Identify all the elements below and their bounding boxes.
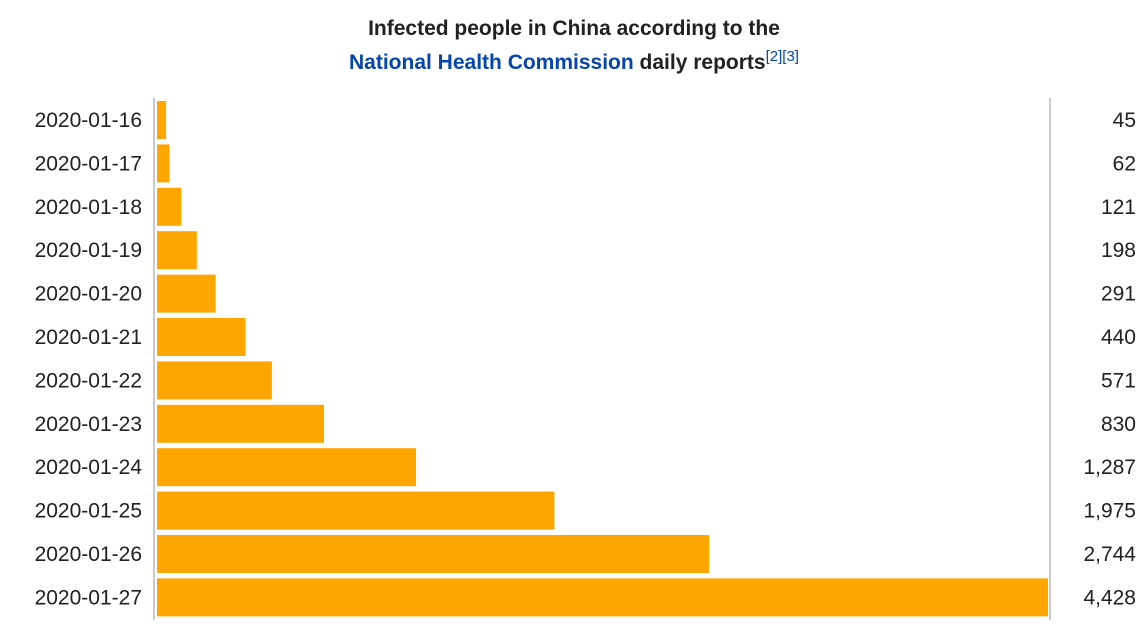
category-label: 2020-01-25 (35, 500, 142, 523)
value-label: 62 (1113, 152, 1136, 175)
reference-3-link[interactable]: [3] (782, 48, 799, 65)
bar-2020-01-16 (157, 101, 167, 139)
chart-title: Infected people in China according to th… (0, 12, 1148, 80)
bar-2020-01-25 (157, 491, 555, 530)
bar-2020-01-21 (157, 318, 246, 356)
category-label: 2020-01-27 (35, 586, 142, 609)
value-label: 198 (1101, 239, 1136, 262)
category-label: 2020-01-24 (35, 456, 143, 479)
value-labels-group: 45 62 121 198 291 440 571 830 1,287 1,975 2,744 4,4… (1083, 109, 1136, 609)
value-label: 4,428 (1083, 586, 1136, 609)
bar-2020-01-24 (157, 448, 416, 487)
bar-2020-01-23 (157, 404, 324, 443)
value-label: 571 (1101, 369, 1136, 392)
bar-2020-01-19 (157, 231, 197, 270)
nhc-link[interactable]: National Health Commission (349, 51, 634, 74)
category-label: 2020-01-26 (35, 543, 142, 566)
bar-2020-01-27 (157, 578, 1048, 617)
value-label: 121 (1101, 196, 1136, 219)
value-label: 1,287 (1083, 456, 1136, 479)
reference-2-link[interactable]: [2] (765, 48, 783, 65)
category-label: 2020-01-20 (35, 283, 142, 306)
category-label: 2020-01-23 (35, 413, 142, 436)
bar-2020-01-22 (157, 361, 272, 400)
category-label: 2020-01-21 (35, 326, 142, 349)
category-label: 2020-01-22 (35, 369, 142, 392)
category-label: 2020-01-16 (35, 109, 142, 132)
bar-2020-01-20 (157, 274, 216, 313)
value-label: 45 (1113, 109, 1136, 132)
title-line-2: National Health Commission daily reports… (0, 46, 1148, 80)
title-line-1: Infected people in China according to th… (368, 17, 780, 40)
value-label: 291 (1101, 283, 1136, 306)
category-label: 2020-01-18 (35, 196, 142, 219)
bars-group (157, 101, 1048, 617)
value-label: 440 (1101, 326, 1136, 349)
date-labels-group: 2020-01-16 2020-01-17 2020-01-18 2020-01-19… (35, 109, 143, 609)
category-label: 2020-01-19 (35, 239, 142, 262)
value-label: 2,744 (1083, 543, 1136, 566)
value-label: 1,975 (1083, 500, 1136, 523)
category-label: 2020-01-17 (35, 152, 142, 175)
bar-2020-01-18 (157, 187, 182, 226)
value-label: 830 (1101, 413, 1136, 436)
title-rest: daily reports (633, 51, 766, 74)
bar-2020-01-26 (157, 535, 710, 573)
bar-2020-01-17 (157, 144, 170, 183)
